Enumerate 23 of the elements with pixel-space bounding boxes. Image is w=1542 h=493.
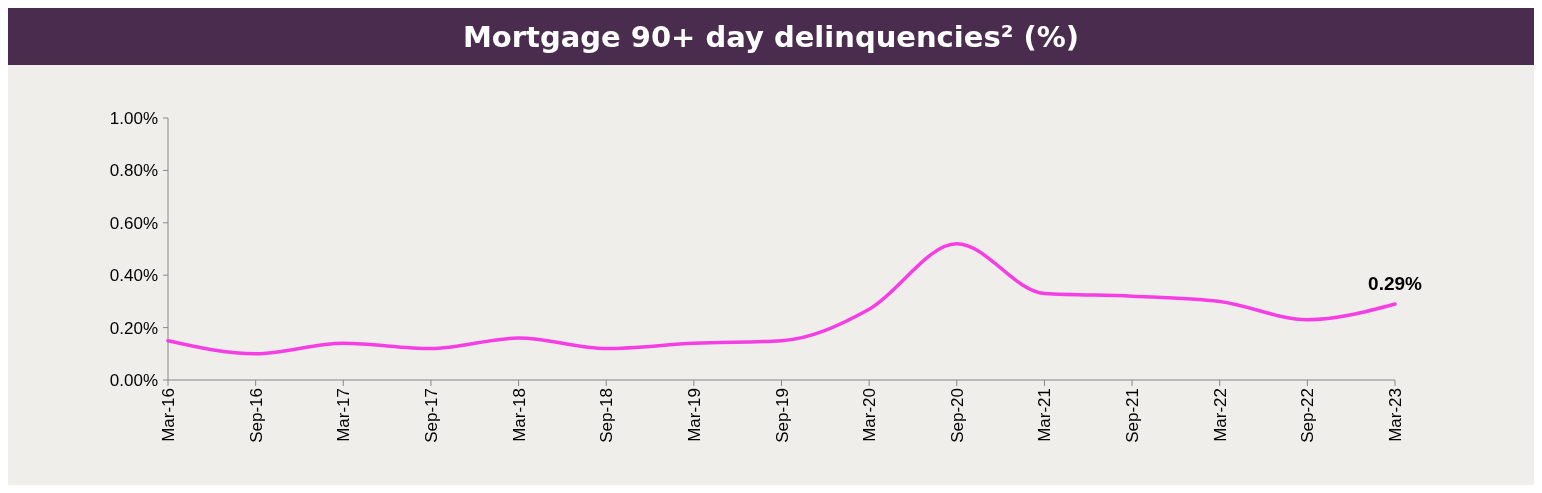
x-tick-label: Mar-20 (860, 388, 880, 442)
x-tick-label: Mar-19 (684, 388, 704, 442)
data-label: 0.29% (1368, 273, 1423, 295)
x-tick-label: Mar-16 (159, 388, 178, 442)
x-tick-label: Sep-19 (772, 388, 792, 443)
y-tick-label: 0.00% (109, 370, 158, 390)
y-tick-label: 0.40% (109, 266, 158, 286)
chart-title: Mortgage 90+ day delinquencies² (%) (462, 20, 1080, 54)
x-tick-label: Mar-21 (1035, 388, 1055, 442)
y-tick-label: 0.60% (109, 213, 158, 233)
x-tick-label: Sep-22 (1298, 388, 1318, 443)
y-tick-label: 0.80% (109, 161, 158, 181)
x-tick-label: Sep-18 (597, 388, 617, 443)
x-tick-label: Sep-16 (246, 388, 266, 443)
x-tick-label: Mar-23 (1386, 388, 1405, 442)
y-tick-label: 1.00% (109, 108, 158, 128)
x-tick-label: Sep-17 (421, 388, 441, 443)
y-tick-label: 0.20% (109, 318, 158, 338)
x-tick-label: Sep-21 (1123, 388, 1143, 443)
x-tick-label: Mar-17 (334, 388, 354, 442)
x-tick-label: Mar-22 (1210, 388, 1230, 442)
x-tick-label: Mar-18 (509, 388, 529, 442)
x-tick-label: Sep-20 (947, 388, 967, 443)
